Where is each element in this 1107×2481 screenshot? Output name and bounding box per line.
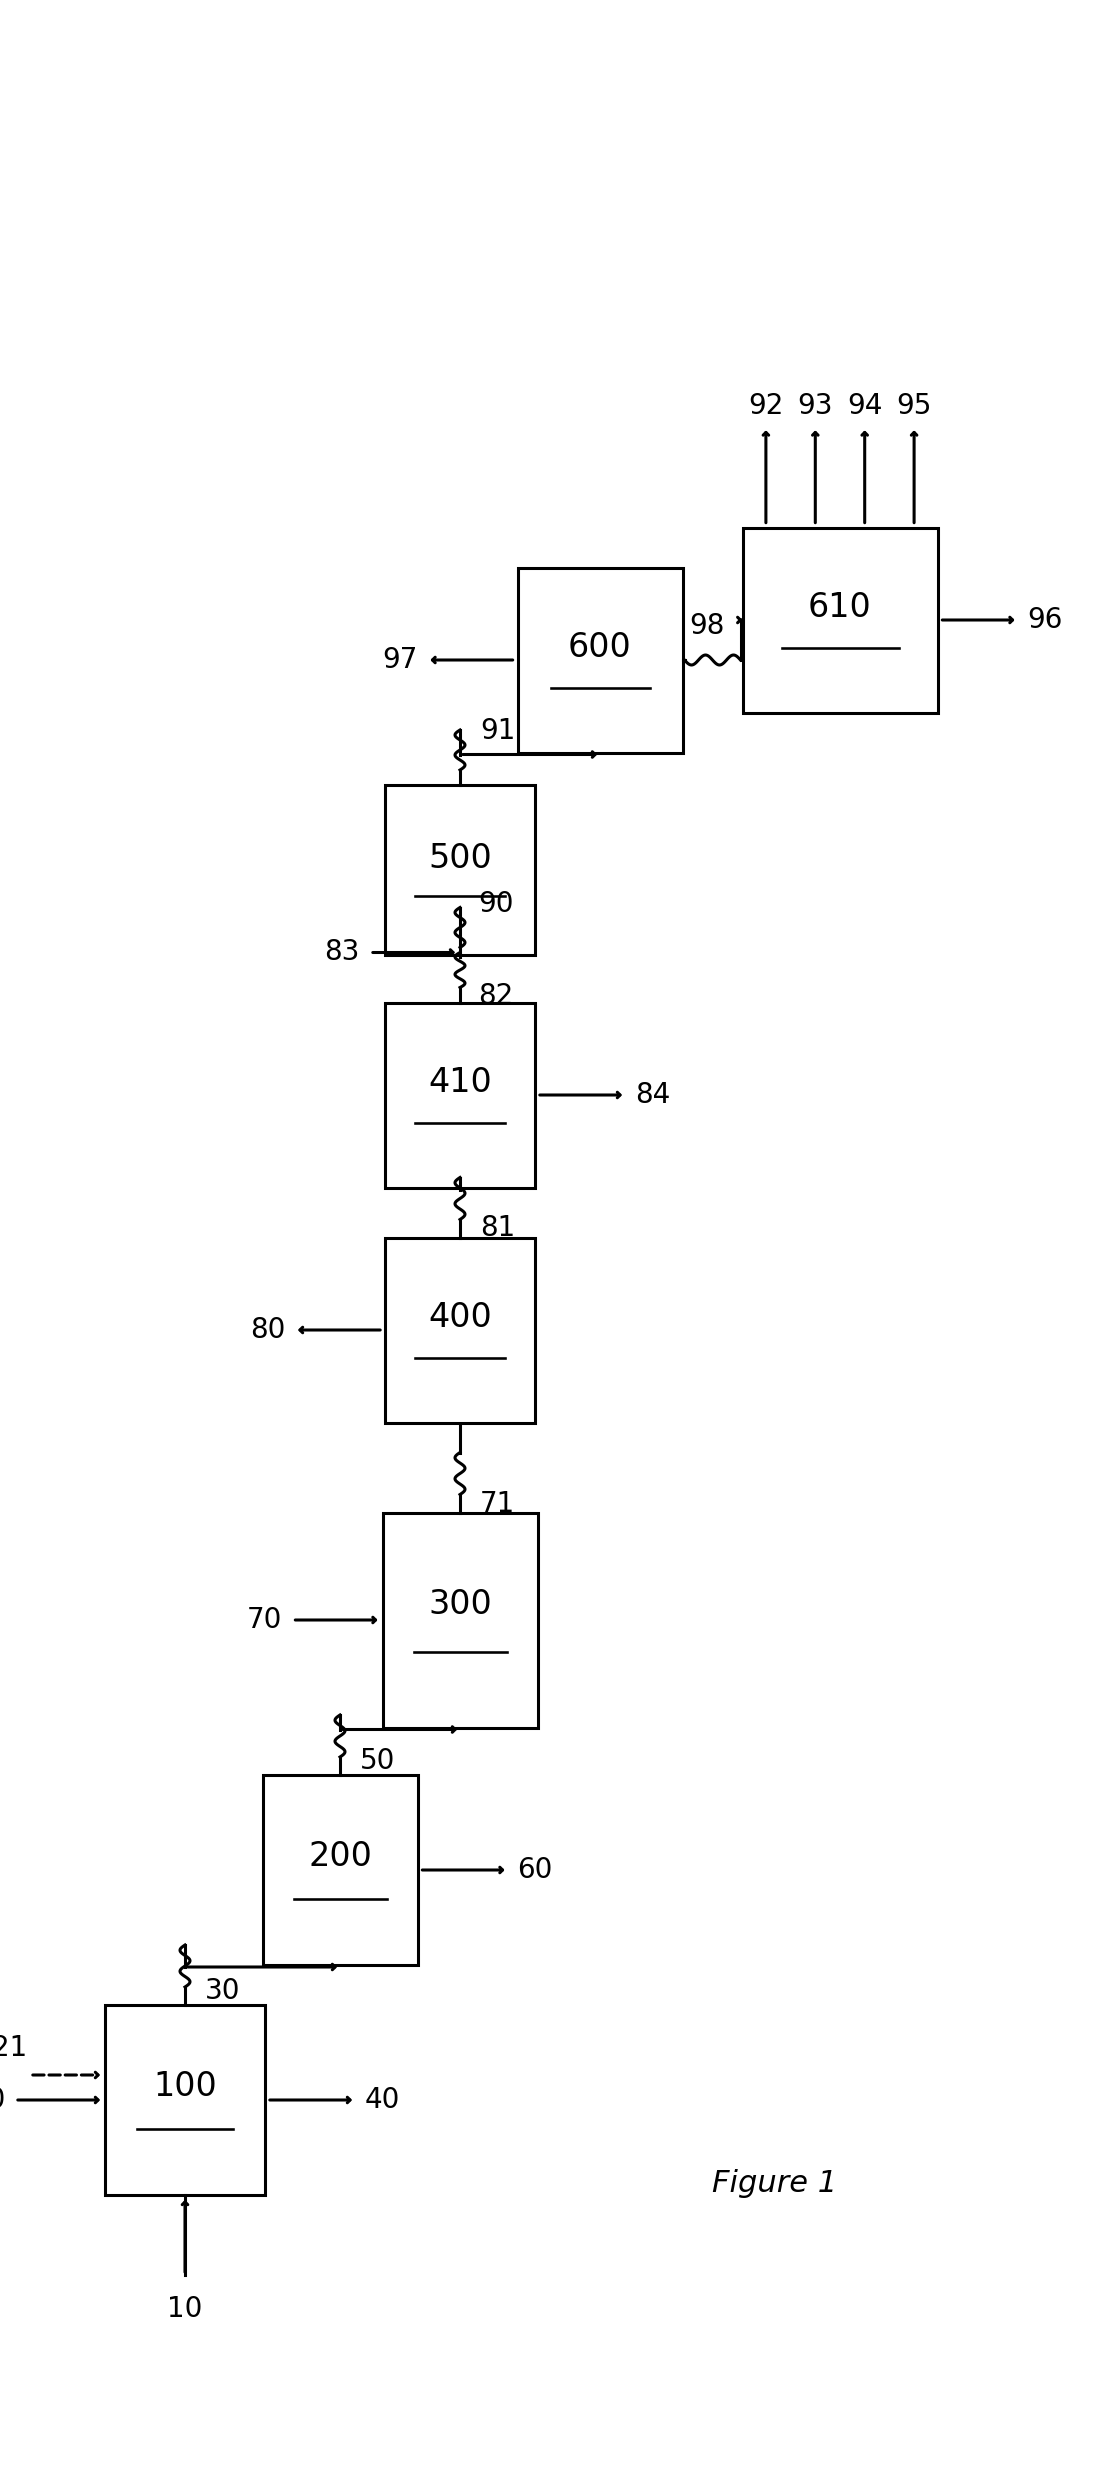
Text: 90: 90	[478, 891, 514, 918]
Text: 97: 97	[382, 645, 417, 675]
Text: 610: 610	[808, 590, 872, 623]
Bar	[383, 1513, 538, 1727]
Text: 50: 50	[360, 1747, 395, 1774]
Text: 95: 95	[897, 392, 932, 419]
Bar	[385, 1002, 535, 1188]
Text: 40: 40	[365, 2087, 401, 2114]
Text: 30: 30	[205, 1977, 240, 2005]
Bar	[262, 1774, 417, 1965]
Text: 98: 98	[690, 613, 725, 640]
Bar	[517, 568, 683, 752]
Text: 500: 500	[428, 841, 492, 876]
Text: 600: 600	[568, 630, 632, 662]
Text: 91: 91	[480, 717, 516, 744]
Text: 200: 200	[308, 1841, 372, 1873]
Text: 83: 83	[324, 938, 360, 968]
Bar	[385, 784, 535, 955]
Text: 410: 410	[428, 1064, 492, 1099]
Text: 21: 21	[0, 2034, 27, 2062]
Text: 94: 94	[847, 392, 882, 419]
Bar	[743, 528, 938, 712]
Text: Figure 1: Figure 1	[712, 2168, 838, 2198]
Text: 81: 81	[480, 1216, 515, 1243]
Text: 71: 71	[480, 1489, 515, 1518]
Text: 400: 400	[428, 1300, 492, 1335]
Text: 84: 84	[635, 1082, 670, 1109]
Text: 10: 10	[167, 2295, 203, 2322]
Text: 96: 96	[1027, 605, 1063, 635]
Text: 92: 92	[748, 392, 784, 419]
Text: 70: 70	[247, 1605, 282, 1635]
Text: 300: 300	[428, 1588, 492, 1623]
Text: 82: 82	[478, 982, 514, 1010]
Text: 93: 93	[797, 392, 834, 419]
Text: 20: 20	[0, 2087, 6, 2114]
Text: 100: 100	[153, 2069, 217, 2104]
Bar	[385, 1238, 535, 1422]
Text: 80: 80	[249, 1315, 284, 1345]
Text: 60: 60	[517, 1856, 552, 1883]
Bar	[105, 2005, 265, 2196]
